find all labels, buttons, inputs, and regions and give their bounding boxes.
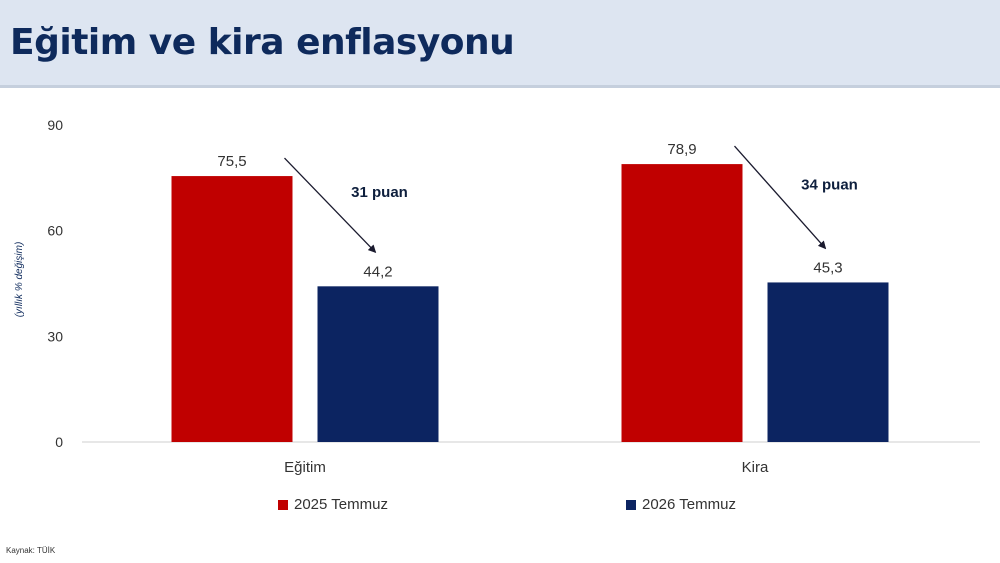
source-note: Kaynak: TÜİK xyxy=(6,546,56,555)
y-axis-label: (yıllık % değişim) xyxy=(14,242,25,318)
annotations: 31 puan 34 puan xyxy=(284,145,858,254)
bar xyxy=(621,164,743,442)
bar xyxy=(767,282,889,442)
value-label: 44,2 xyxy=(363,263,392,280)
difference-annotation: 34 puan xyxy=(801,176,858,193)
category-label: Eğitim xyxy=(284,459,326,476)
y-tick-label: 0 xyxy=(55,434,63,450)
legend-label-2026: 2026 Temmuz xyxy=(642,496,736,513)
bar xyxy=(317,286,439,442)
category-labels: Eğitim Kira xyxy=(284,459,769,476)
value-label: 75,5 xyxy=(217,153,246,170)
category-label: Kira xyxy=(742,459,769,476)
bar xyxy=(171,176,293,443)
bars xyxy=(171,164,889,443)
value-label: 78,9 xyxy=(667,141,696,158)
legend-label-2025: 2025 Temmuz xyxy=(294,496,388,513)
difference-arrow xyxy=(734,145,827,250)
value-label: 45,3 xyxy=(813,259,842,276)
header-bar: Eğitim ve kira enflasyonu xyxy=(0,0,1000,88)
legend-item-2026: 2026 Temmuz xyxy=(626,496,736,513)
difference-arrow xyxy=(284,157,377,254)
y-tick-label: 60 xyxy=(47,223,63,239)
legend-item-2025: 2025 Temmuz xyxy=(278,496,388,513)
value-labels: 75,5 44,2 78,9 45,3 xyxy=(217,141,842,280)
page-title: Eğitim ve kira enflasyonu xyxy=(10,22,515,63)
y-tick-label: 90 xyxy=(47,117,63,133)
y-axis-ticks: 0 30 60 90 xyxy=(47,117,63,450)
legend-swatch-2026 xyxy=(626,499,636,510)
legend-swatch-2025 xyxy=(278,499,288,510)
difference-annotation: 31 puan xyxy=(351,184,408,201)
y-tick-label: 30 xyxy=(47,328,63,344)
